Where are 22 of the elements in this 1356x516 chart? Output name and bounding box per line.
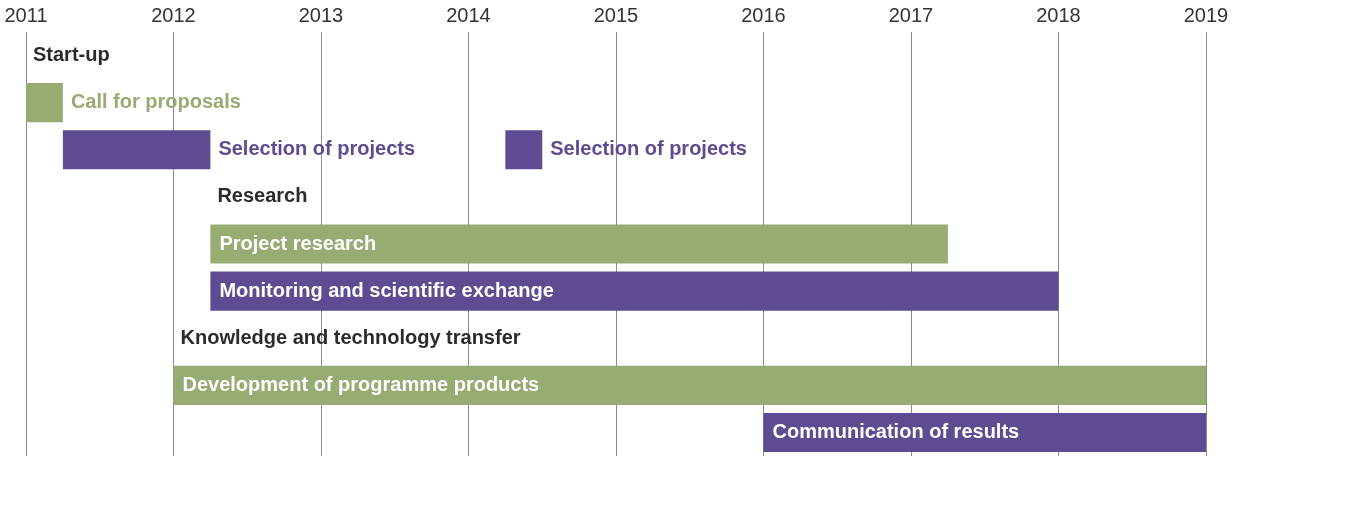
x-tick-label: 2014	[446, 3, 491, 26]
x-tick-label: 2013	[298, 3, 344, 26]
bar	[26, 83, 63, 123]
y-tick-label: Project research	[219, 231, 377, 254]
y-tick-label: Monitoring and scientific exchange	[219, 278, 554, 301]
bar	[62, 130, 211, 170]
y-tick-label: Start-up	[33, 43, 110, 66]
bar	[173, 365, 1206, 405]
y-tick-label: Development of programme products	[182, 372, 540, 395]
y-tick-label: Communication of results	[772, 419, 1020, 442]
x-tick-label: 2015	[593, 3, 639, 26]
x-tick-label: 2016	[741, 3, 786, 26]
bar	[210, 271, 1059, 311]
x-tick-label: 2017	[888, 3, 934, 26]
y-tick-label: Research	[217, 184, 308, 207]
x-tick-label: 2018	[1036, 3, 1081, 26]
x-tick-label: 2011	[4, 3, 48, 26]
bar	[210, 224, 948, 264]
y-tick-label: Knowledge and technology transfer	[180, 325, 521, 348]
x-tick-label: 2012	[151, 3, 196, 26]
bar	[505, 130, 543, 170]
x-tick-label: 2019	[1183, 3, 1229, 26]
